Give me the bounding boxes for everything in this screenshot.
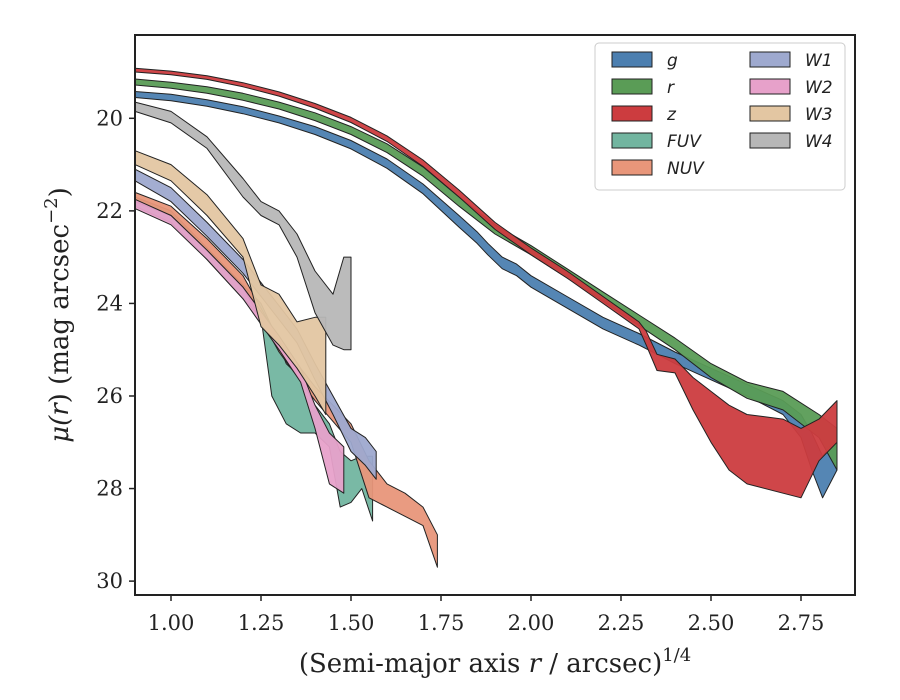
- y-tick-label: 26: [96, 384, 123, 408]
- legend-label: z: [666, 105, 677, 125]
- y-tick-label: 28: [96, 477, 123, 501]
- legend-item-nuv: NUV: [611, 159, 705, 179]
- legend-swatch: [749, 78, 791, 95]
- x-tick-label: 2.00: [508, 611, 555, 635]
- x-axis-label: (Semi-major axis r / arcsec)1/4: [299, 645, 691, 679]
- legend-label: W1: [805, 51, 833, 71]
- legend-label: NUV: [667, 159, 705, 179]
- legend-swatch: [749, 105, 791, 122]
- legend-label: W4: [805, 132, 833, 152]
- legend-item-w3: W3: [749, 105, 833, 125]
- band-z: [134, 67, 838, 499]
- legend-item-w4: W4: [749, 132, 833, 152]
- y-tick-label: 20: [96, 106, 123, 130]
- x-tick-label: 2.75: [778, 611, 825, 635]
- legend-item-r: r: [611, 78, 675, 98]
- legend-swatch: [611, 78, 653, 95]
- x-tick-label: 2.25: [598, 611, 645, 635]
- series-bands: [134, 67, 838, 568]
- legend-swatch: [611, 51, 653, 68]
- x-tick-label: 2.50: [688, 611, 735, 635]
- x-tick-label: 1.75: [418, 611, 465, 635]
- legend-label: W2: [805, 78, 833, 98]
- x-tick-label: 1.00: [148, 611, 195, 635]
- legend-label: W3: [805, 105, 833, 125]
- legend-swatch: [749, 132, 791, 149]
- band-w2: [134, 198, 345, 494]
- legend-label: g: [667, 51, 678, 71]
- legend-item-z: z: [611, 105, 677, 125]
- legend-label: FUV: [667, 132, 702, 152]
- legend: grz FUV NUV W1 W2 W3 W4: [594, 42, 846, 191]
- x-tick-label: 1.25: [238, 611, 285, 635]
- plot-frame: [134, 34, 856, 596]
- legend-label: r: [667, 78, 675, 98]
- legend-item-w2: W2: [749, 78, 833, 98]
- legend-swatch: [611, 132, 653, 149]
- y-tick-label: 24: [96, 291, 123, 315]
- y-tick-label: 22: [96, 199, 123, 223]
- legend-item-fuv: FUV: [611, 132, 702, 152]
- legend-swatch: [749, 51, 791, 68]
- band-r: [134, 78, 838, 471]
- band-w4: [134, 101, 352, 351]
- x-axis-ticks: 1.00 1.25 1.50 1.75 2.00 2.25 2.50 2.75: [148, 595, 825, 635]
- x-tick-label: 1.50: [328, 611, 375, 635]
- y-tick-label: 30: [96, 569, 123, 593]
- legend-item-g: g: [611, 51, 678, 71]
- legend-swatch: [611, 159, 653, 176]
- legend-swatch: [611, 105, 653, 122]
- legend-item-w1: W1: [749, 51, 833, 71]
- band-w3: [134, 150, 327, 415]
- y-axis-label: μ(r) (mag arcsec−2): [41, 187, 75, 443]
- y-axis-ticks: 20 22 24 26 28 30: [96, 106, 135, 593]
